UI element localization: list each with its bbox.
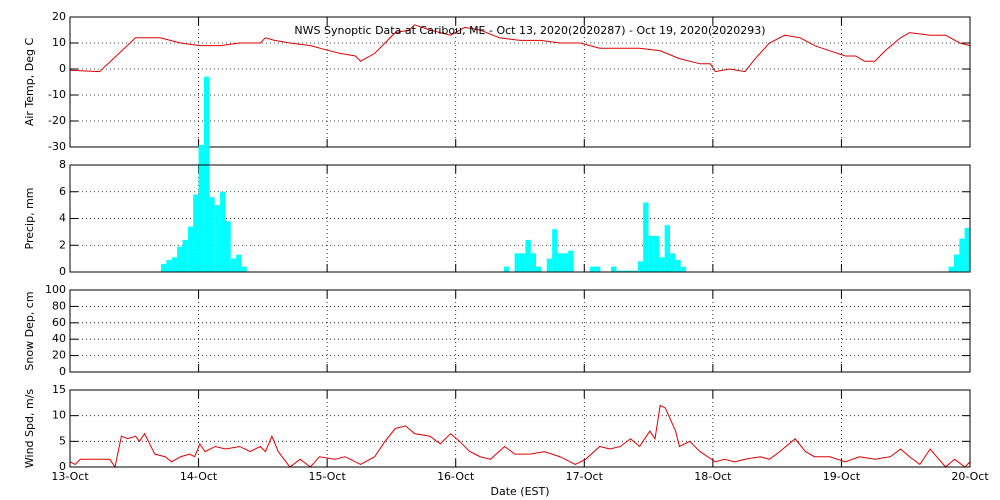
- bar: [203, 76, 210, 272]
- bar: [616, 270, 622, 272]
- bar: [680, 266, 687, 272]
- bar: [198, 144, 204, 272]
- data-line: [69, 24, 971, 73]
- y-axis-label: Wind Spd, m/s: [23, 389, 36, 469]
- bar: [187, 226, 194, 272]
- bar: [664, 225, 670, 272]
- bar: [209, 197, 215, 272]
- y-tick-label: 8: [59, 158, 66, 171]
- y-tick-label: 0: [59, 265, 66, 278]
- bar: [653, 235, 660, 272]
- bar: [637, 261, 644, 272]
- y-tick-label: 10: [52, 36, 66, 49]
- y-tick-label: 6: [59, 185, 66, 198]
- y-axis-label: Snow Dep, cm: [23, 291, 36, 370]
- y-axis-label: Precip, mm: [23, 188, 36, 250]
- x-tick-label: 20-Oct: [951, 470, 989, 483]
- plot-frame: [69, 389, 971, 468]
- bar: [514, 253, 520, 272]
- bar: [241, 266, 247, 272]
- y-tick-label: 10: [52, 409, 66, 422]
- bar: [621, 270, 628, 272]
- bar: [161, 263, 167, 272]
- x-tick-label: 15-Oct: [308, 470, 346, 483]
- plot-frame: [69, 289, 971, 373]
- bar: [230, 258, 237, 272]
- bar: [643, 202, 649, 272]
- x-tick-label: 16-Oct: [437, 470, 475, 483]
- bar: [503, 266, 510, 272]
- x-axis-label: Date (EST): [490, 485, 549, 498]
- bar: [627, 270, 633, 272]
- bar: [959, 238, 965, 272]
- bar: [177, 246, 183, 272]
- x-tick-label: 17-Oct: [566, 470, 604, 483]
- y-tick-label: 0: [59, 460, 66, 473]
- bar: [536, 266, 542, 272]
- bar: [611, 266, 617, 272]
- bar: [520, 253, 526, 272]
- bar: [670, 253, 676, 272]
- x-tick-label: 18-Oct: [694, 470, 732, 483]
- y-tick-label: 40: [52, 332, 66, 345]
- plot-frame: [69, 16, 971, 148]
- x-tick-label: 19-Oct: [823, 470, 861, 483]
- x-tick-label: 14-Oct: [180, 470, 218, 483]
- bar: [589, 266, 596, 272]
- y-tick-label: -20: [48, 114, 66, 127]
- bar: [675, 259, 681, 272]
- bar: [948, 266, 954, 272]
- bar: [648, 235, 654, 272]
- bar: [632, 270, 638, 272]
- y-tick-label: 0: [59, 62, 66, 75]
- plot-frame: [69, 164, 971, 273]
- bar: [193, 194, 199, 272]
- bar: [546, 258, 553, 272]
- bar: [953, 254, 960, 272]
- y-tick-label: 20: [52, 349, 66, 362]
- y-tick-label: 80: [52, 299, 66, 312]
- bar: [562, 253, 569, 272]
- bar: [964, 227, 970, 272]
- y-tick-label: 2: [59, 238, 66, 251]
- x-tick-label: 13-Oct: [51, 470, 89, 483]
- y-tick-label: 0: [59, 365, 66, 378]
- bar: [214, 205, 220, 272]
- bar: [659, 257, 665, 272]
- y-tick-label: 100: [45, 283, 66, 296]
- chart-title: NWS Synoptic Data at Caribou, ME - Oct 1…: [294, 24, 765, 37]
- bar: [552, 229, 558, 272]
- bar: [594, 266, 601, 272]
- bar: [236, 254, 242, 272]
- bar: [525, 239, 531, 272]
- bar: [225, 221, 231, 272]
- y-tick-label: 20: [52, 10, 66, 23]
- data-line: [69, 404, 971, 469]
- bar: [171, 257, 178, 272]
- bar: [182, 239, 188, 272]
- y-tick-label: 15: [52, 383, 66, 396]
- bar: [530, 253, 537, 272]
- y-tick-label: -30: [48, 140, 66, 153]
- y-tick-label: 5: [59, 434, 66, 447]
- bar: [166, 259, 172, 272]
- y-axis-label: Air Temp, Deg C: [23, 38, 36, 127]
- bar: [557, 253, 563, 272]
- bar: [220, 191, 226, 272]
- bar: [568, 250, 574, 272]
- y-tick-label: 4: [59, 212, 66, 225]
- y-tick-label: -10: [48, 88, 66, 101]
- y-tick-label: 60: [52, 316, 66, 329]
